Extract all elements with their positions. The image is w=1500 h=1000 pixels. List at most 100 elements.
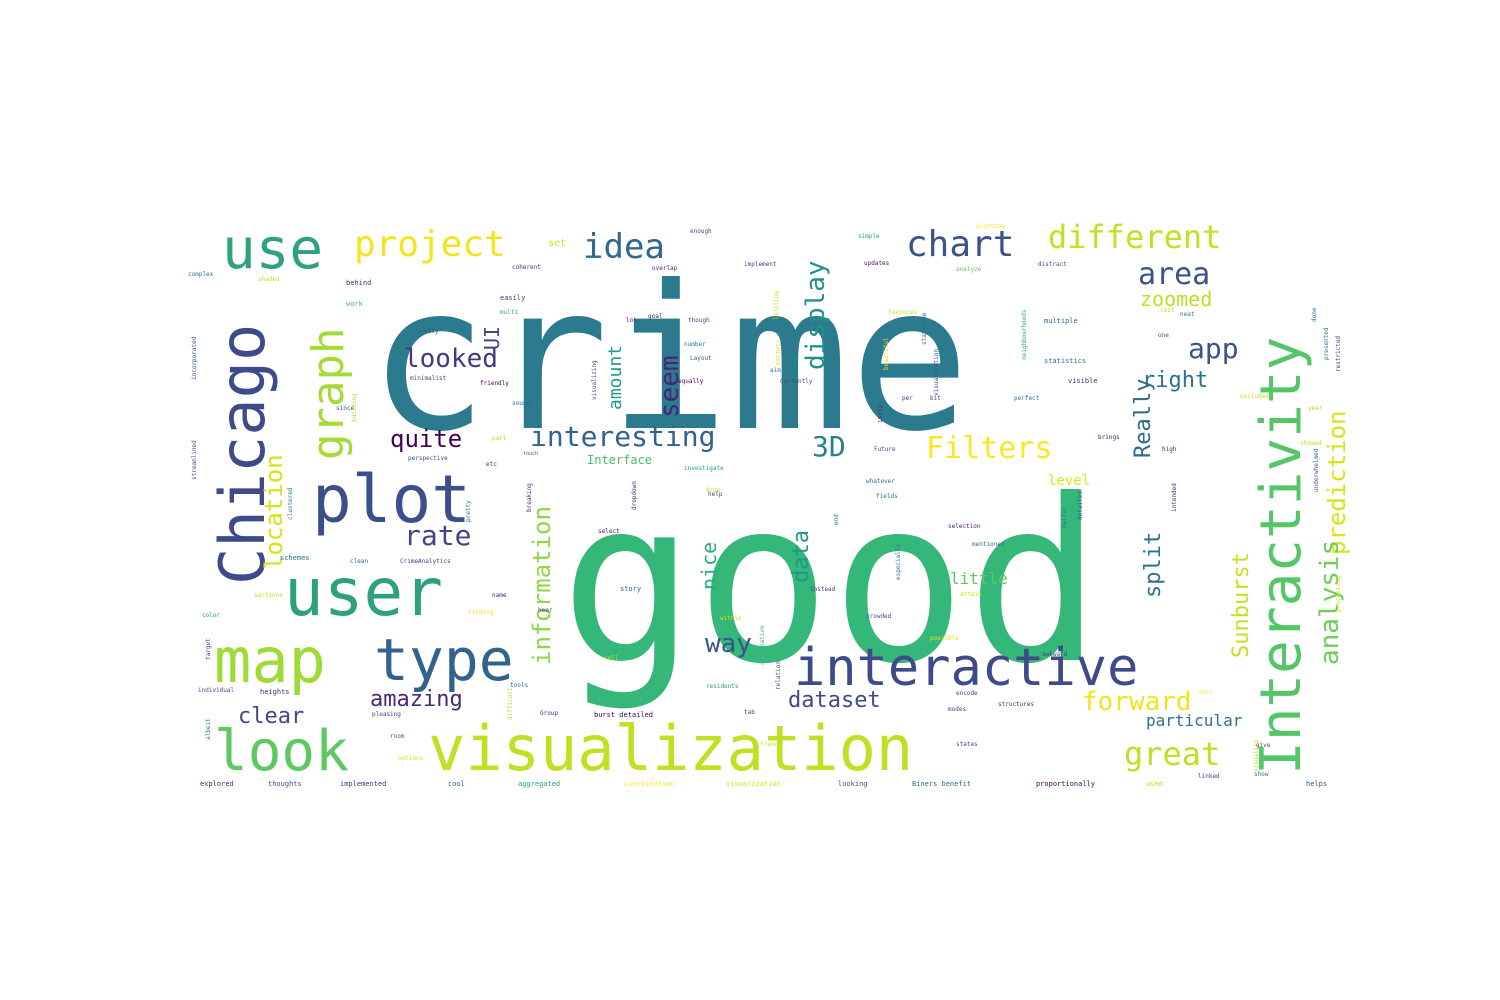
cloud-word: sort bbox=[1198, 689, 1213, 696]
cloud-word: multi bbox=[500, 309, 518, 316]
cloud-word: beautiful bbox=[883, 337, 890, 370]
cloud-word: help bbox=[708, 491, 723, 498]
cloud-word: clean bbox=[350, 558, 368, 565]
cloud-word: prediction bbox=[1323, 411, 1351, 556]
cloud-word: great bbox=[1124, 735, 1220, 773]
cloud-word: analyze bbox=[956, 266, 982, 273]
cloud-word: crime bbox=[368, 243, 970, 476]
cloud-word: high bbox=[1162, 446, 1177, 453]
cloud-word: selection bbox=[948, 523, 981, 530]
cloud-word: fields bbox=[876, 493, 898, 500]
cloud-word: pretty bbox=[465, 500, 472, 522]
cloud-word: one bbox=[1158, 332, 1169, 339]
cloud-word: type bbox=[374, 626, 514, 694]
cloud-word: sounds bbox=[512, 400, 534, 407]
cloud-word: overlap bbox=[652, 265, 678, 272]
cloud-word: relation bbox=[775, 661, 782, 690]
cloud-word: 3D bbox=[812, 430, 846, 463]
cloud-word: clustered bbox=[287, 487, 294, 520]
cloud-word: presented bbox=[1323, 327, 1330, 360]
cloud-word: amount bbox=[605, 345, 626, 410]
cloud-word: better bbox=[1061, 506, 1068, 528]
cloud-word: proportionally bbox=[1036, 780, 1095, 788]
cloud-word: within bbox=[720, 615, 742, 622]
cloud-word: pleasing bbox=[372, 711, 401, 718]
cloud-word: part bbox=[492, 435, 507, 442]
cloud-word: Future bbox=[874, 446, 896, 453]
cloud-word: right bbox=[1142, 368, 1208, 393]
cloud-word: information bbox=[528, 506, 556, 665]
cloud-word: implemented bbox=[340, 780, 386, 788]
cloud-word: look bbox=[214, 719, 349, 784]
cloud-word: amazing bbox=[370, 687, 463, 712]
cloud-word: way bbox=[705, 629, 752, 659]
cloud-word: looked bbox=[404, 344, 498, 374]
cloud-word: name bbox=[492, 592, 507, 599]
cloud-word: detailed bbox=[1077, 491, 1084, 520]
cloud-word: complex bbox=[188, 271, 214, 278]
cloud-word: Group bbox=[540, 710, 558, 717]
cloud-word: used bbox=[1146, 780, 1163, 788]
cloud-word: statistics bbox=[1044, 357, 1086, 365]
cloud-word: modes bbox=[948, 706, 966, 713]
cloud-word: set bbox=[548, 238, 566, 249]
cloud-word: limited bbox=[774, 340, 781, 366]
cloud-word: goal bbox=[648, 313, 663, 320]
cloud-word: behind bbox=[346, 279, 371, 287]
cloud-word: explored bbox=[200, 780, 234, 788]
cloud-word: drop bbox=[706, 487, 721, 494]
cloud-word: friendly bbox=[480, 380, 509, 387]
cloud-word: since bbox=[336, 405, 354, 412]
cloud-word: end bbox=[833, 514, 840, 525]
cloud-word: implement bbox=[744, 261, 777, 268]
cloud-word: processing bbox=[1335, 575, 1342, 612]
cloud-word: display bbox=[801, 260, 831, 370]
cloud-word: limiting bbox=[773, 291, 780, 320]
cloud-word: target bbox=[205, 638, 212, 660]
cloud-word: tab bbox=[744, 709, 755, 716]
cloud-word: individual bbox=[198, 687, 235, 694]
cloud-word: whatever bbox=[866, 478, 895, 485]
cloud-word: dataset bbox=[788, 688, 881, 713]
cloud-word: structures bbox=[998, 701, 1035, 708]
cloud-word: looking bbox=[838, 780, 868, 788]
cloud-word: interesting bbox=[530, 420, 715, 453]
cloud-word: building bbox=[351, 393, 358, 422]
cloud-word: story bbox=[620, 585, 641, 593]
cloud-word: minimalist bbox=[410, 375, 447, 382]
cloud-word: seem bbox=[655, 355, 685, 418]
cloud-word: level bbox=[1048, 473, 1090, 489]
cloud-word: albeit bbox=[205, 718, 212, 740]
cloud-word: streamlined bbox=[191, 440, 198, 480]
cloud-word: area bbox=[1138, 257, 1210, 292]
cloud-word: options bbox=[398, 755, 424, 762]
cloud-word: breaking bbox=[526, 483, 533, 512]
cloud-word: residents bbox=[706, 683, 739, 690]
cloud-word: zoomed bbox=[1140, 287, 1212, 311]
cloud-word: burst detailed bbox=[594, 711, 653, 719]
cloud-word: visualization bbox=[428, 712, 913, 785]
cloud-word: instead bbox=[810, 586, 836, 593]
cloud-word: cool bbox=[448, 780, 465, 788]
cloud-word: multiple bbox=[1044, 317, 1078, 325]
cloud-word: touch bbox=[523, 451, 538, 457]
cloud-word: neat bbox=[1180, 311, 1195, 318]
cloud-word: done bbox=[1311, 307, 1318, 322]
cloud-word: statewide bbox=[921, 312, 928, 345]
cloud-word: heights bbox=[260, 688, 290, 696]
cloud-word: year bbox=[1308, 405, 1323, 412]
cloud-word: mentioned bbox=[972, 541, 1005, 548]
cloud-word: clear bbox=[238, 704, 304, 729]
cloud-word: linked bbox=[1198, 773, 1220, 780]
cloud-word: coordination bbox=[624, 780, 675, 788]
cloud-word: number bbox=[684, 341, 706, 348]
cloud-word: simple bbox=[858, 233, 880, 240]
cloud-word: select bbox=[598, 528, 620, 535]
cloud-word: interactive bbox=[794, 638, 1138, 698]
cloud-word: awkward bbox=[1042, 651, 1068, 658]
cloud-word: visible bbox=[1068, 377, 1098, 385]
cloud-word: idea bbox=[583, 227, 665, 267]
cloud-word: excluded bbox=[1240, 393, 1269, 400]
cloud-word: room bbox=[390, 733, 405, 740]
